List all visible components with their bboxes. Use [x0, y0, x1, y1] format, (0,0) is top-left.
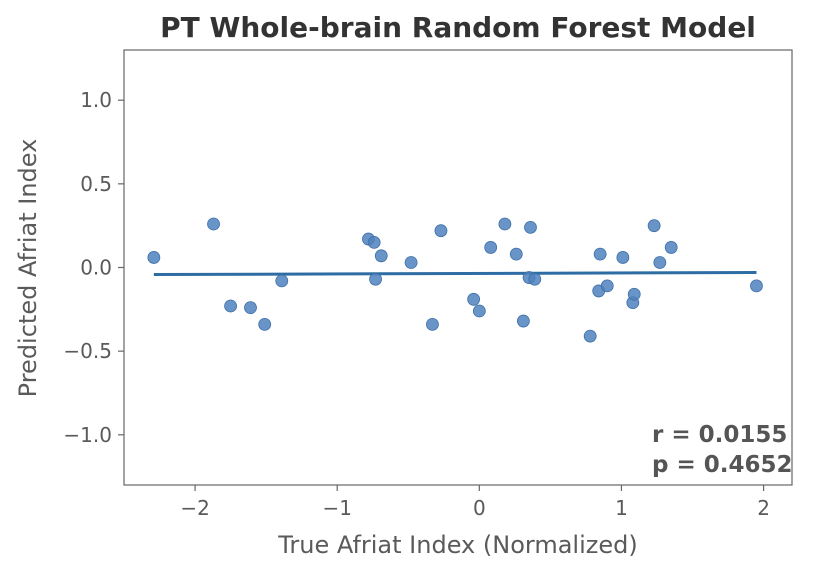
data-point	[600, 279, 614, 293]
data-point	[258, 317, 272, 331]
x-tick-label: 0	[473, 496, 486, 520]
data-point	[516, 314, 530, 328]
data-point	[498, 217, 512, 231]
data-point	[207, 217, 220, 231]
plot-frame	[123, 49, 793, 486]
data-point	[369, 272, 382, 286]
y-tick-label: −1.0	[63, 423, 112, 447]
p-value-annotation: p = 0.4652	[652, 452, 793, 478]
correlation-annotation: r = 0.0155	[652, 422, 787, 448]
data-point	[434, 224, 448, 238]
data-point	[750, 279, 763, 293]
data-point	[653, 256, 667, 269]
y-tick-label: 1.0	[80, 88, 112, 112]
y-axis-label: Predicted Afriat Index	[14, 139, 42, 398]
fit-line-group	[153, 271, 757, 277]
data-points	[147, 217, 763, 343]
y-tick-label: 0.0	[80, 256, 112, 280]
data-point	[275, 274, 289, 288]
chart-title: PT Whole-brain Random Forest Model	[160, 11, 756, 44]
data-point	[367, 236, 381, 249]
x-axis-label: True Afriat Index (Normalized)	[277, 531, 637, 559]
data-point	[524, 220, 537, 234]
axis-ticks: −2 −1 0 1 2 1.0 0.5 0.0 −0.5 −1.0	[63, 88, 770, 520]
data-point	[244, 301, 257, 315]
y-tick-label: 0.5	[80, 172, 112, 196]
y-tick-label: −0.5	[63, 339, 112, 363]
data-point	[467, 292, 481, 306]
x-tick-label: 1	[615, 496, 628, 520]
data-point	[528, 272, 542, 286]
data-point	[472, 304, 486, 318]
data-point	[664, 241, 678, 254]
x-tick-label: −2	[180, 496, 209, 520]
data-point	[583, 329, 597, 343]
data-point	[224, 299, 237, 313]
regression-line	[153, 271, 757, 277]
x-tick-label: −1	[322, 496, 351, 520]
data-point	[404, 256, 418, 269]
data-point	[509, 247, 523, 261]
data-point	[647, 219, 661, 233]
data-point	[374, 249, 388, 263]
x-tick-label: 2	[757, 496, 770, 520]
data-point	[426, 317, 439, 331]
data-point	[593, 247, 607, 261]
data-point	[627, 287, 641, 301]
data-point	[484, 241, 498, 254]
data-point	[147, 251, 161, 264]
data-point	[616, 251, 630, 264]
